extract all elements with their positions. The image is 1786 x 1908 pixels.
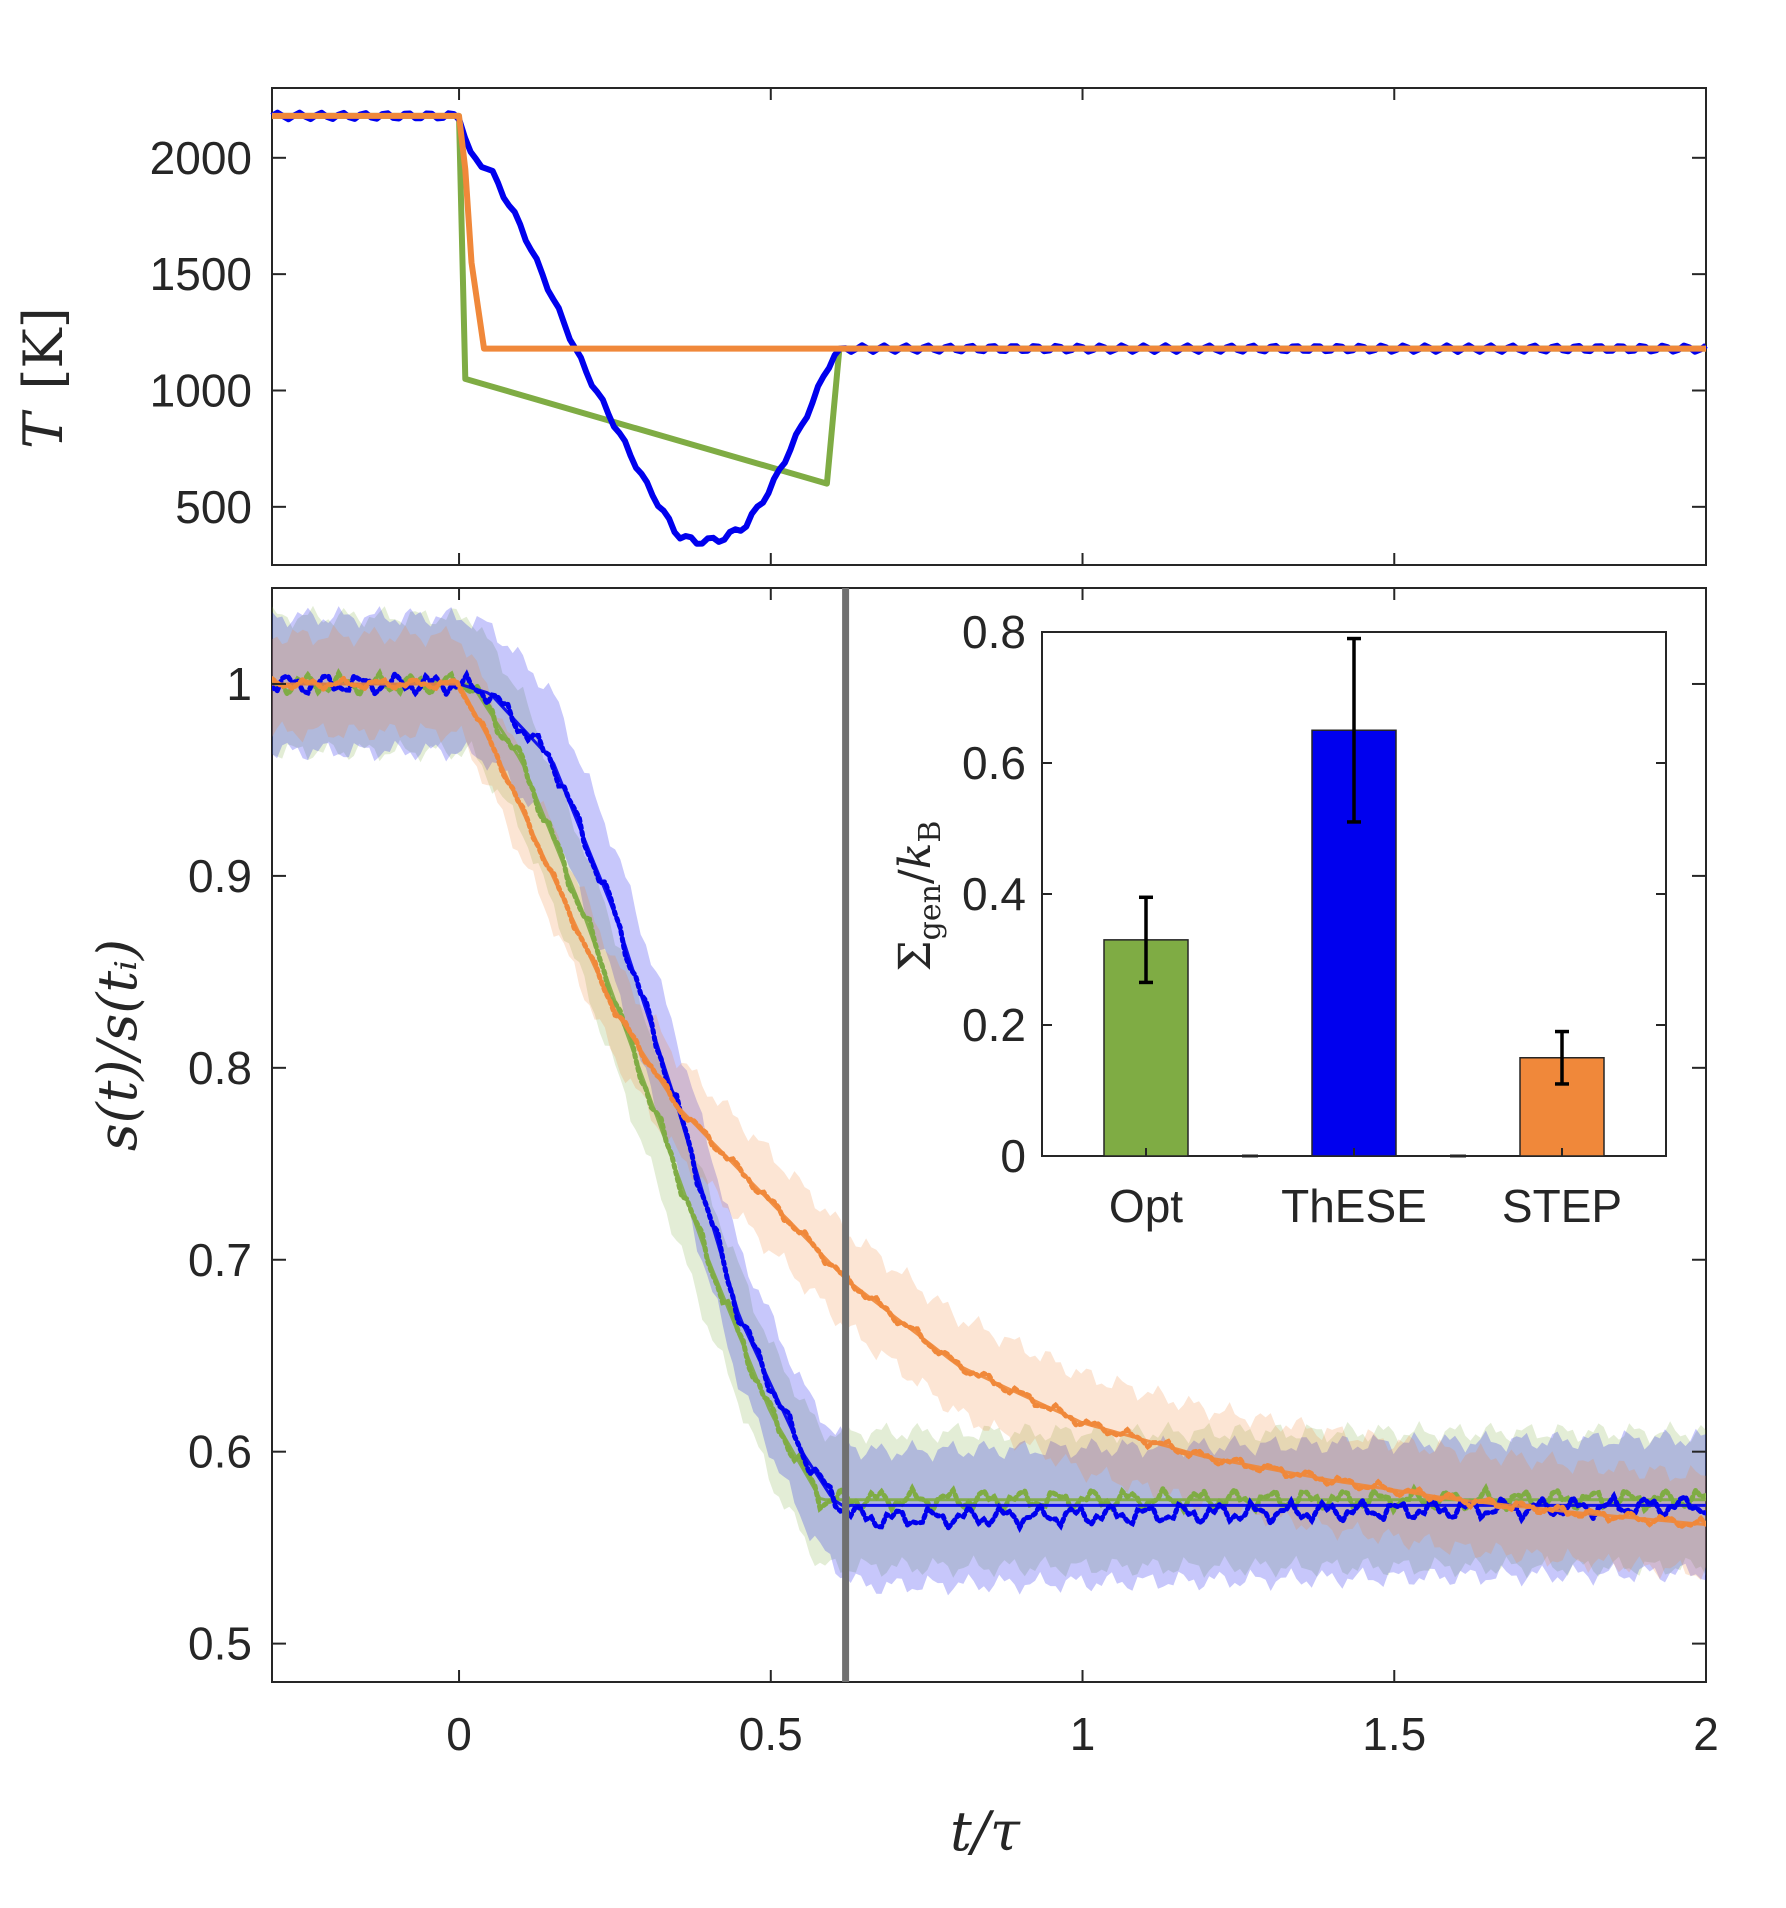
bottom-x-tick-label-0: 0	[446, 1708, 472, 1760]
top-y-label-unit: [K]	[12, 307, 75, 389]
bottom-y-label-text: s(t)/s(tᵢ)	[86, 939, 149, 1151]
bottom-y-tick-label-1: 0.6	[188, 1426, 252, 1478]
bottom-y-tick-label-5: 1	[226, 658, 252, 710]
bottom-y-tick-label-0: 0.5	[188, 1618, 252, 1670]
inset-y-ksub: B	[913, 821, 948, 843]
bottom-y-tick-label-4: 0.9	[188, 850, 252, 902]
inset-y-k: k	[890, 843, 941, 870]
top-y-label-symbol: T	[12, 409, 75, 449]
inset-x-tick-label-these: ThESE	[1281, 1180, 1427, 1232]
top-plot-frame	[271, 87, 1707, 566]
x-axis-label: t/τ	[950, 1800, 1021, 1863]
bottom-band-opt	[272, 605, 1706, 1579]
bottom-y-axis-label: s(t)/s(tᵢ)	[86, 939, 149, 1151]
svg-text:T [K]: T [K]	[12, 307, 75, 449]
bottom-data-step	[272, 674, 1706, 1531]
bottom-band-step	[272, 625, 1706, 1581]
inset-x-tick-label-step: STEP	[1502, 1180, 1622, 1232]
inset-y-tick-label-1: 0.2	[962, 999, 1026, 1051]
inset-y-tick-label-4: 0.8	[962, 606, 1026, 658]
inset-x-tick-label-opt: Opt	[1109, 1180, 1183, 1232]
bottom-x-tick-label-4: 2	[1693, 1708, 1719, 1760]
bottom-plot-content	[272, 605, 1706, 1596]
bottom-x-tick-label-2: 1	[1070, 1708, 1096, 1760]
top-y-tick-label-1: 1000	[150, 364, 252, 416]
bottom-x-tick-label-3: 1.5	[1362, 1708, 1426, 1760]
inset-y-tick-label-3: 0.6	[962, 737, 1026, 789]
bottom-x-tick-label-1: 0.5	[739, 1708, 803, 1760]
bottom-y-tick-label-3: 0.8	[188, 1042, 252, 1094]
inset-y-sigma: Σ	[890, 940, 941, 971]
bottom-y-tick-label-2: 0.7	[188, 1234, 252, 1286]
entropy-generation-inset: 0 0.2 0.4 0.6 0.8 Opt ThESE STEP	[962, 606, 1667, 1232]
temperature-panel: 500 1000 1500 2000	[150, 87, 1708, 566]
inset-y-axis-label: Σgen/kB	[890, 821, 948, 972]
top-series-step	[272, 112, 1706, 352]
top-y-axis-label: T [K]	[12, 307, 75, 449]
inset-y-tick-label-0: 0	[1000, 1130, 1026, 1182]
top-y-tick-label-2: 1500	[150, 248, 252, 300]
top-y-tick-label-0: 500	[175, 481, 252, 533]
svg-text:Σgen/kB: Σgen/kB	[890, 821, 948, 972]
top-y-tick-label-3: 2000	[150, 132, 252, 184]
inset-y-sep: /	[890, 869, 941, 884]
inset-y-sub: gen	[913, 884, 948, 940]
inset-y-tick-label-2: 0.4	[962, 868, 1026, 920]
